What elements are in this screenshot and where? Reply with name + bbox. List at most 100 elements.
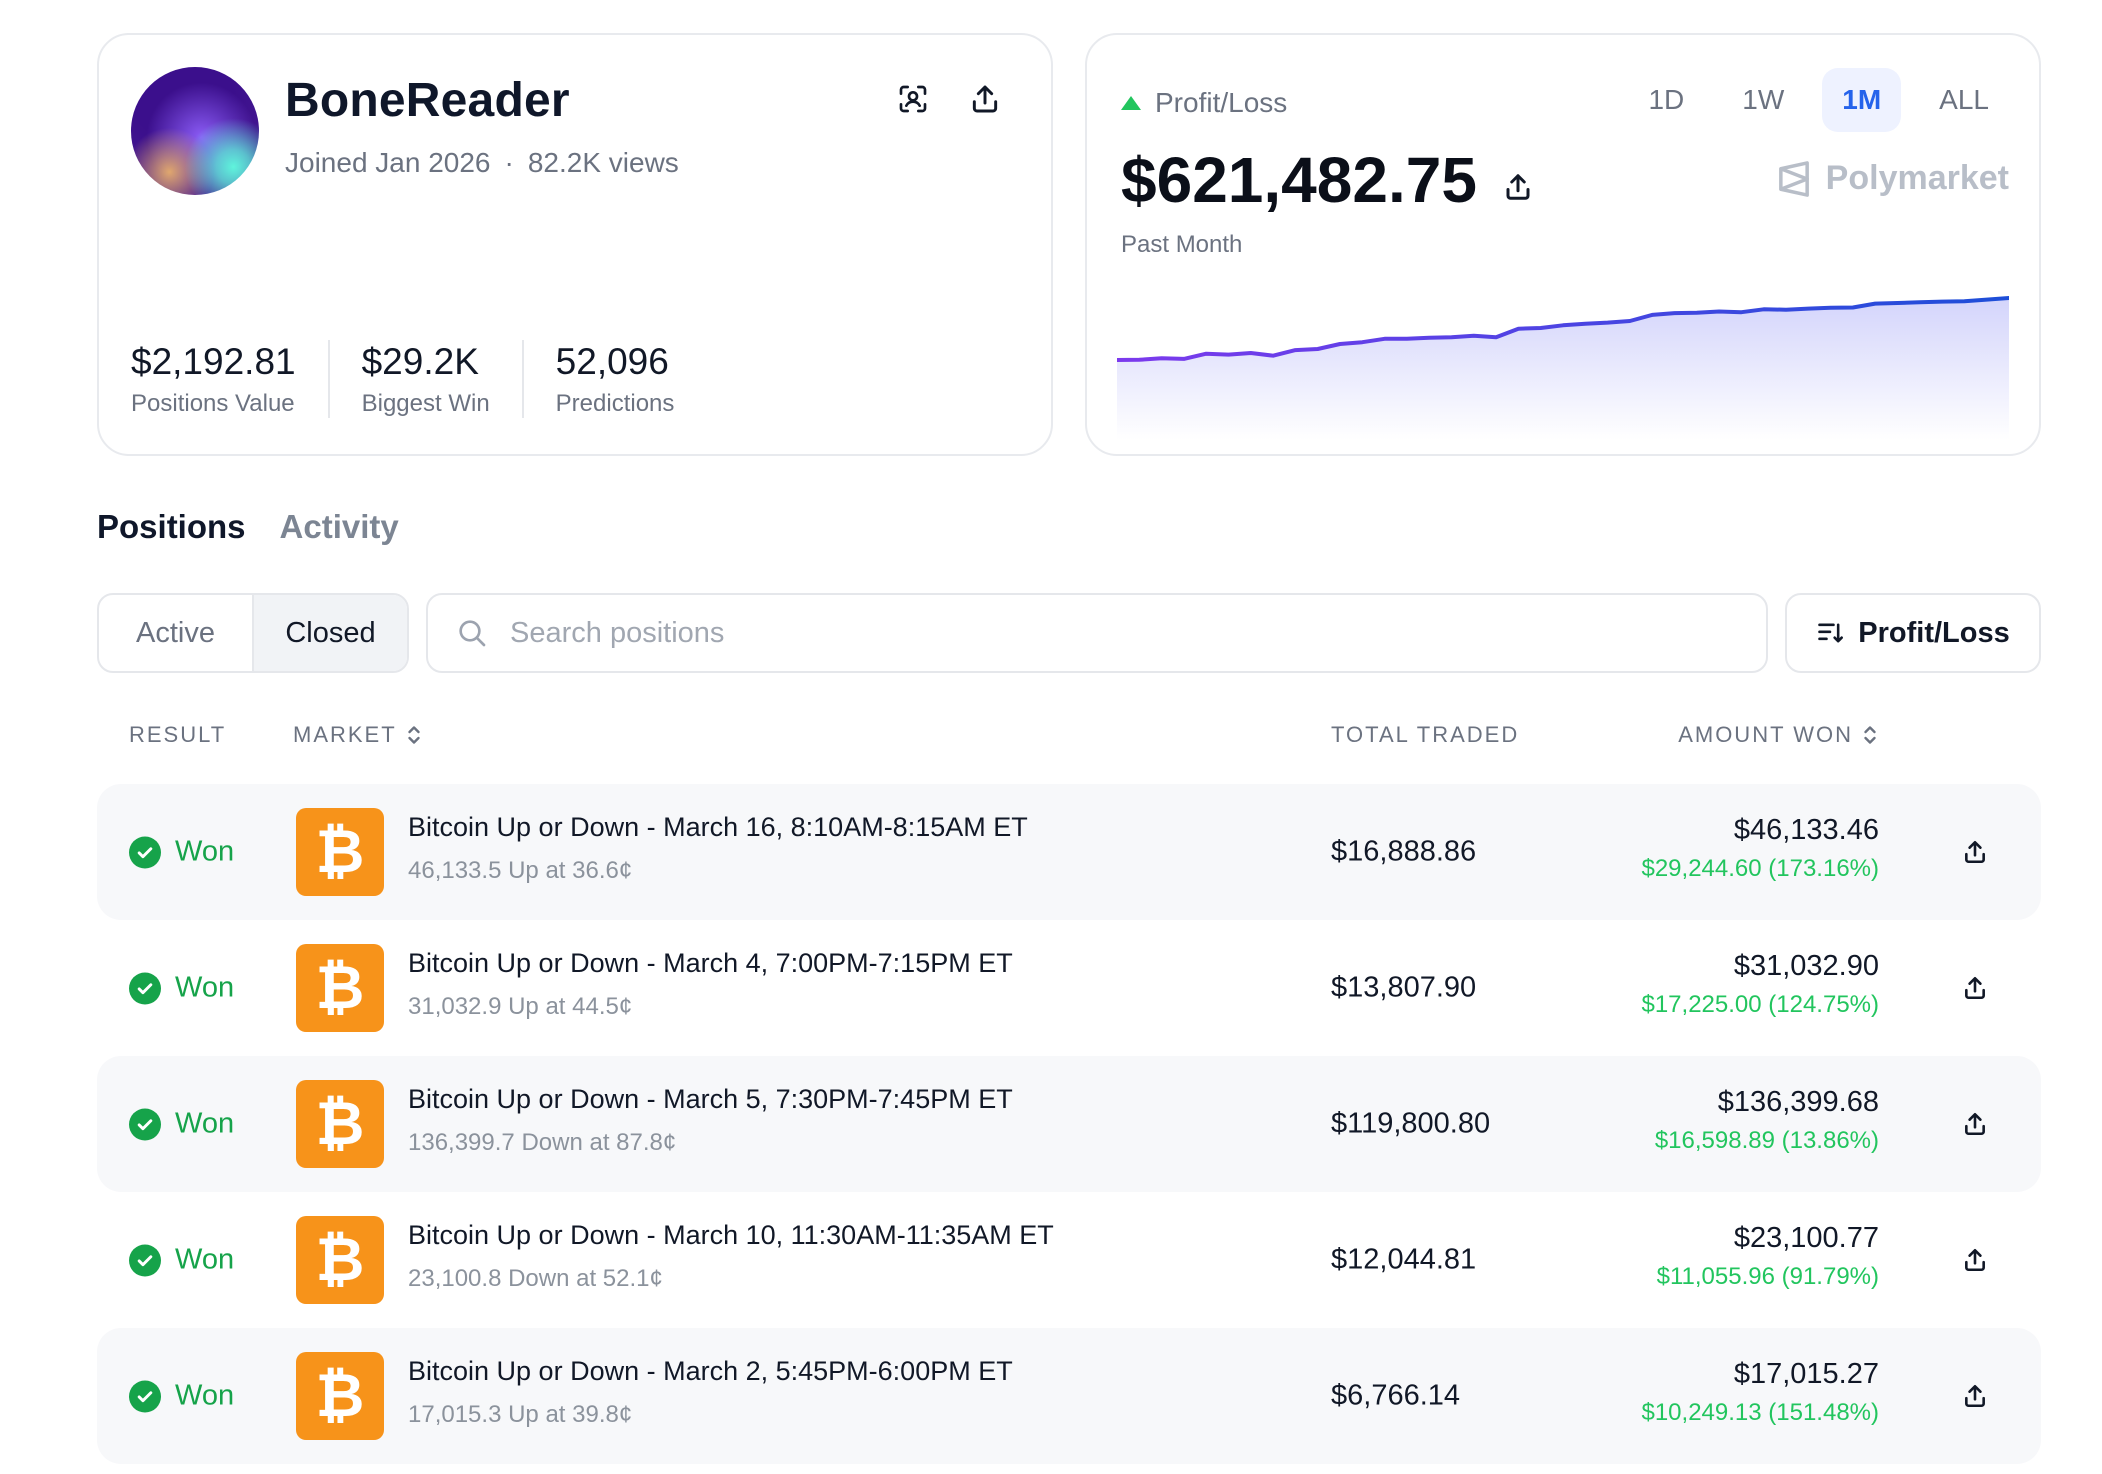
status-toggle: Active Closed — [97, 593, 409, 673]
sort-toggle-icon — [1864, 726, 1876, 744]
view-count: 82.2K views — [527, 147, 679, 178]
pnl-label: Profit/Loss — [1155, 87, 1288, 118]
header-total-traded: TOTAL TRADED — [1331, 722, 1520, 747]
table-row[interactable]: Won ₿ Bitcoin Up or Down - March 4, 7:00… — [97, 920, 2041, 1056]
result-label: Won — [175, 1379, 235, 1412]
table-row[interactable]: Won ₿ Bitcoin Up or Down - March 16, 8:1… — [97, 784, 2041, 920]
total-traded: $16,888.86 — [1331, 835, 1477, 868]
amount-won-cell: $17,015.27 $10,249.13 (151.48%) — [1641, 1358, 1879, 1427]
amount-won-cell: $136,399.68 $16,598.89 (13.86%) — [1655, 1086, 1879, 1155]
market-detail: 23,100.8 Down at 52.1¢ — [408, 1265, 663, 1292]
pnl-header: Profit/Loss — [1121, 87, 1287, 119]
total-traded: $119,800.80 — [1331, 1107, 1491, 1140]
range-1w[interactable]: 1W — [1742, 84, 1785, 115]
table-row[interactable]: Won ₿ Bitcoin Up or Down - March 2, 5:45… — [97, 1328, 2041, 1464]
avatar — [131, 67, 259, 195]
share-icon[interactable] — [1957, 1242, 1993, 1278]
share-icon[interactable] — [1957, 1378, 1993, 1414]
sort-label: Profit/Loss — [1858, 616, 2010, 649]
table-header: RESULT MARKET TOTAL TRADED AMOUNT WON — [97, 722, 2041, 752]
amount-won: $136,399.68 — [1717, 1086, 1879, 1118]
stat-label: Biggest Win — [361, 390, 490, 418]
table-row[interactable]: Won ₿ Bitcoin Up or Down - March 5, 7:30… — [97, 1056, 2041, 1192]
amount-won: $23,100.77 — [1733, 1222, 1879, 1254]
stat-label: Positions Value — [131, 390, 295, 418]
total-traded: $6,766.14 — [1331, 1379, 1461, 1412]
market-title[interactable]: Bitcoin Up or Down - March 16, 8:10AM-8:… — [408, 812, 1028, 842]
total-traded: $13,807.90 — [1331, 971, 1477, 1004]
market-cell: Bitcoin Up or Down - March 2, 5:45PM-6:0… — [408, 1356, 1013, 1429]
check-circle-icon — [129, 1380, 161, 1412]
market-detail: 46,133.5 Up at 36.6¢ — [408, 857, 633, 884]
amount-won-cell: $31,032.90 $17,225.00 (124.75%) — [1641, 950, 1879, 1019]
sort-toggle-icon — [407, 726, 420, 744]
amount-won-cell: $46,133.46 $29,244.60 (173.16%) — [1641, 814, 1879, 883]
pnl-area — [1117, 298, 2009, 440]
amount-won: $31,032.90 — [1733, 950, 1879, 982]
market-cell: Bitcoin Up or Down - March 16, 8:10AM-8:… — [408, 812, 1028, 885]
bitcoin-icon: ₿ — [296, 944, 384, 1032]
profit-gain: $29,244.60 (173.16%) — [1641, 855, 1879, 882]
joined-date: Joined Jan 2026 — [285, 147, 491, 178]
check-circle-icon — [129, 836, 161, 868]
header-market[interactable]: MARKET — [293, 722, 423, 748]
market-cell: Bitcoin Up or Down - March 4, 7:00PM-7:1… — [408, 948, 1013, 1021]
bitcoin-icon: ₿ — [296, 1352, 384, 1440]
scan-user-icon[interactable] — [893, 79, 933, 119]
range-1m[interactable]: 1M — [1822, 68, 1902, 132]
range-1d[interactable]: 1D — [1648, 84, 1685, 115]
stat-value: 52,096 — [555, 341, 669, 382]
share-icon[interactable] — [1957, 834, 1993, 870]
total-traded: $12,044.81 — [1331, 1243, 1477, 1276]
stat-label: Predictions — [555, 390, 675, 418]
profile-card: BoneReader Joined Jan 2026 · 82.2K views $… — [97, 33, 1053, 456]
table-row[interactable]: Won ₿ Bitcoin Up or Down - March 10, 11:… — [97, 1192, 2041, 1328]
tab-activity[interactable]: Activity — [279, 508, 399, 545]
stat-value: $2,192.81 — [131, 341, 296, 382]
amount-won-cell: $23,100.77 $11,055.96 (91.79%) — [1657, 1222, 1879, 1291]
market-title[interactable]: Bitcoin Up or Down - March 2, 5:45PM-6:0… — [408, 1356, 1013, 1386]
pnl-value: $621,482.75 — [1121, 144, 1477, 216]
result-cell: Won — [129, 972, 234, 1005]
result-cell: Won — [129, 1244, 234, 1277]
bitcoin-icon: ₿ — [296, 1080, 384, 1168]
stat-predictions: 52,096 Predictions — [556, 340, 707, 418]
range-all[interactable]: ALL — [1939, 84, 1989, 115]
share-icon[interactable] — [965, 79, 1005, 119]
profit-gain: $16,598.89 (13.86%) — [1654, 1127, 1879, 1154]
username: BoneReader — [285, 74, 570, 127]
profile-stats: $2,192.81 Positions Value $29.2K Biggest… — [131, 340, 738, 419]
header-amount-won-label: AMOUNT WON — [1678, 722, 1853, 747]
market-title[interactable]: Bitcoin Up or Down - March 10, 11:30AM-1… — [408, 1220, 1054, 1250]
positions-table: Won ₿ Bitcoin Up or Down - March 16, 8:1… — [97, 784, 2041, 1464]
polymarket-brand: Polymarket — [1776, 159, 2009, 198]
pnl-value-row: $621,482.75 — [1121, 143, 1533, 217]
profile-meta: Joined Jan 2026 · 82.2K views — [285, 147, 679, 179]
market-cell: Bitcoin Up or Down - March 5, 7:30PM-7:4… — [408, 1084, 1013, 1157]
pnl-line — [1117, 296, 2009, 362]
profit-gain: $17,225.00 (124.75%) — [1641, 991, 1879, 1018]
segment-closed[interactable]: Closed — [252, 595, 407, 671]
market-detail: 136,399.7 Down at 87.8¢ — [408, 1129, 677, 1156]
share-icon[interactable] — [1957, 970, 1993, 1006]
segment-active[interactable]: Active — [136, 616, 215, 649]
market-title[interactable]: Bitcoin Up or Down - March 5, 7:30PM-7:4… — [408, 1084, 1013, 1114]
result-cell: Won — [129, 1380, 234, 1413]
share-icon[interactable] — [1957, 1106, 1993, 1142]
share-icon[interactable] — [1503, 143, 1533, 217]
stat-positions-value: $2,192.81 Positions Value — [131, 340, 330, 419]
tab-positions[interactable]: Positions — [97, 508, 246, 545]
header-amount-won[interactable]: AMOUNT WON — [1678, 722, 1879, 748]
check-circle-icon — [129, 1108, 161, 1140]
header-result: RESULT — [129, 722, 227, 747]
polymarket-logo-icon — [1778, 160, 1809, 197]
market-cell: Bitcoin Up or Down - March 10, 11:30AM-1… — [408, 1220, 1054, 1293]
search-input[interactable] — [510, 616, 1610, 650]
search-box — [426, 593, 1768, 673]
trend-up-icon — [1121, 96, 1141, 110]
market-title[interactable]: Bitcoin Up or Down - March 4, 7:00PM-7:1… — [408, 948, 1013, 978]
result-label: Won — [175, 1107, 235, 1140]
sort-button[interactable]: Profit/Loss — [1785, 593, 2041, 673]
check-circle-icon — [129, 1244, 161, 1276]
result-cell: Won — [129, 836, 234, 869]
